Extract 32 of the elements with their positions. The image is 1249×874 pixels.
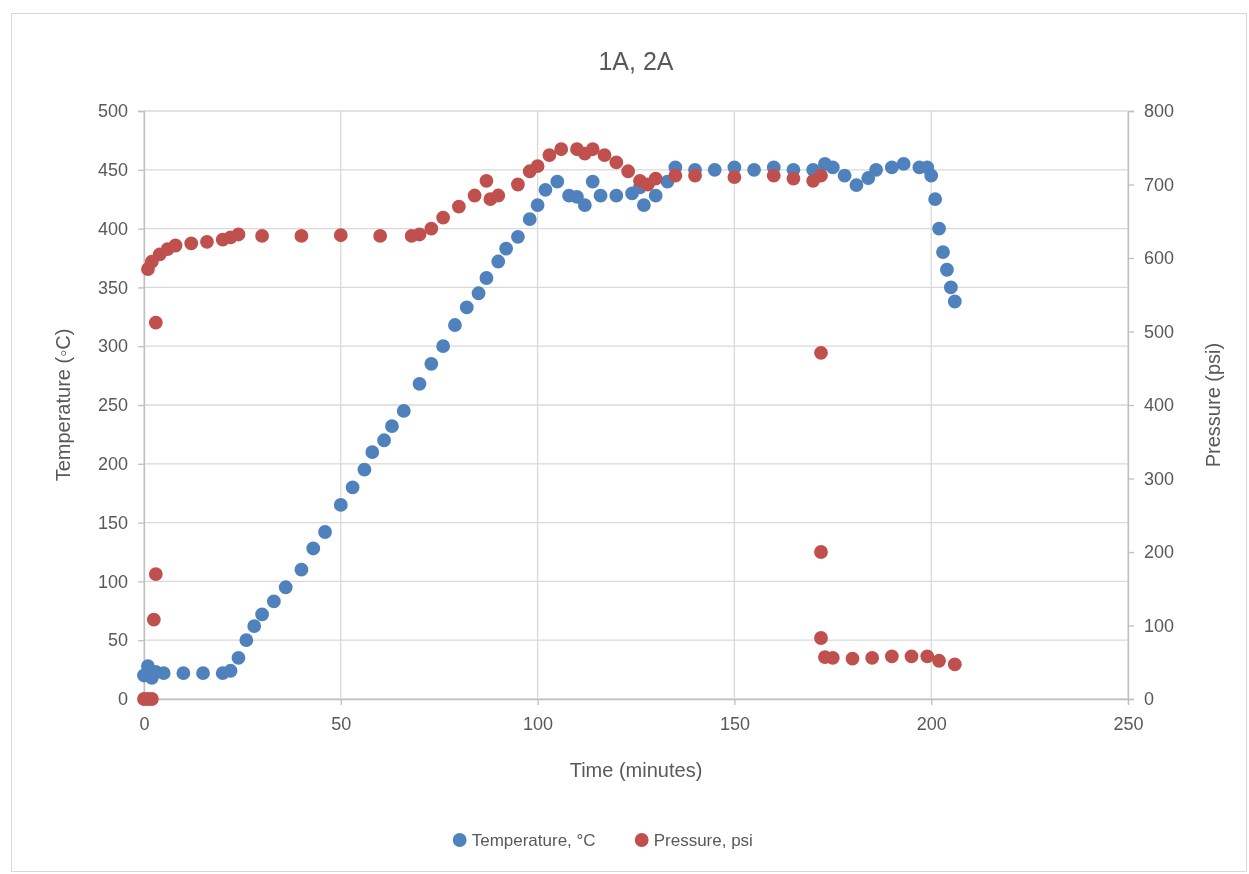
- y2-tick-label: 600: [1144, 248, 1175, 269]
- y-tick-label: 0: [117, 689, 128, 710]
- y-tick-label: 450: [97, 160, 128, 181]
- y-tick-label: 300: [97, 336, 128, 357]
- chart-title: 1A, 2A: [598, 47, 674, 75]
- y-tick-label: 200: [97, 454, 128, 475]
- legend-label: Pressure, psi: [653, 831, 753, 850]
- y2-tick-label: 100: [1144, 615, 1175, 636]
- y2-tick-label: 400: [1144, 395, 1175, 416]
- x-tick-label: 200: [916, 713, 947, 734]
- x-tick-label: 100: [523, 713, 554, 734]
- x-axis-title: Time (minutes): [569, 759, 703, 781]
- y-tick-label: 250: [97, 395, 128, 416]
- x-tick-label: 0: [139, 713, 150, 734]
- y-tick-label: 50: [107, 630, 128, 651]
- y-tick-label: 350: [97, 277, 128, 298]
- x-tick-label: 50: [331, 713, 352, 734]
- x-tick-label: 250: [1113, 713, 1144, 734]
- y-tick-label: 400: [97, 218, 128, 239]
- y-axis-title: Temperature (◦C): [52, 328, 74, 482]
- y2-tick-label: 200: [1144, 542, 1175, 563]
- y2-axis-title: Pressure (psi): [1202, 342, 1224, 468]
- y-tick-label: 100: [97, 571, 128, 592]
- y2-tick-label: 800: [1144, 101, 1175, 122]
- y-tick-label: 500: [97, 101, 128, 122]
- y2-tick-label: 700: [1144, 174, 1175, 195]
- y2-tick-label: 300: [1144, 468, 1175, 489]
- x-tick-label: 150: [719, 713, 750, 734]
- y-tick-label: 150: [97, 512, 128, 533]
- y2-tick-label: 500: [1144, 321, 1175, 342]
- legend-label: Temperature, °C: [471, 831, 596, 850]
- y2-tick-label: 0: [1144, 689, 1155, 710]
